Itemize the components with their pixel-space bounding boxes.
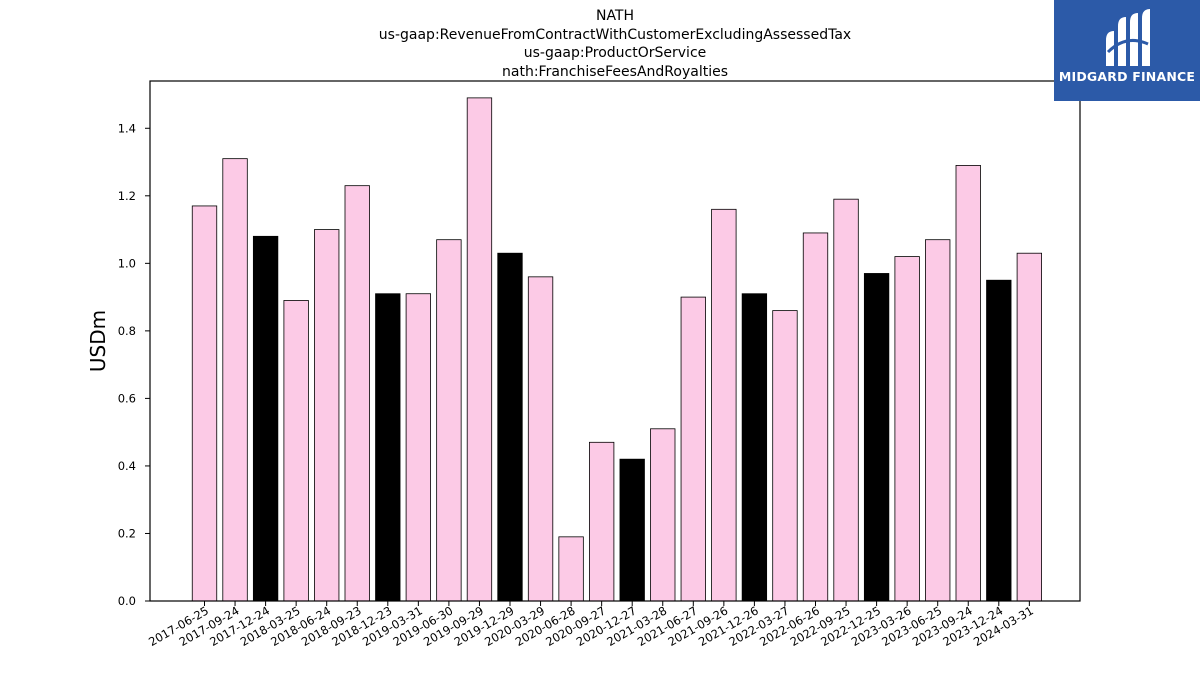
bar-2022-03-27 (772, 310, 798, 602)
chart-title-line-2: us-gaap:RevenueFromContractWithCustomerE… (378, 26, 852, 43)
y-tick-label: 1.0 (118, 256, 136, 270)
bar-2020-03-29 (527, 276, 554, 602)
bar-2020-12-27 (619, 458, 645, 602)
bar-2019-06-30 (436, 239, 462, 602)
bar-2022-06-26 (802, 232, 829, 602)
bar-2022-12-25 (863, 273, 890, 602)
y-tick-label: 0.6 (118, 391, 136, 405)
y-axis-ticks: 0.0 0.2 0.4 0.6 0.8 1.0 1.2 1.4 (118, 121, 150, 608)
bar-2019-03-31 (405, 293, 432, 602)
y-axis-label: USDm (86, 310, 110, 372)
bar-2021-03-28 (650, 428, 676, 602)
bar-2022-09-25 (833, 198, 859, 602)
bars-layer (191, 97, 1042, 602)
bar-2021-12-26 (741, 293, 768, 602)
y-tick-label: 0.4 (118, 459, 136, 473)
y-tick-label: 0.0 (118, 594, 136, 608)
y-tick-label: 0.8 (118, 324, 136, 338)
bar-2021-09-26 (711, 208, 737, 602)
plot-frame (149, 80, 1081, 602)
bar-2023-06-25 (925, 239, 951, 602)
bar-2020-09-27 (589, 441, 615, 602)
bar-2018-03-25 (283, 300, 309, 602)
bar-2018-06-24 (314, 229, 340, 602)
bar-2017-09-24 (222, 158, 248, 602)
bar-2017-12-24 (252, 235, 279, 602)
logo-text: MIDGARD FINANCE (1058, 69, 1196, 84)
x-axis-ticks: 2017-06-252017-09-242017-12-242018-03-25… (146, 601, 1036, 649)
bar-2018-12-23 (375, 293, 401, 602)
chart-title-line-1: NATH (595, 8, 635, 24)
midgard-finance-logo: MIDGARD FINANCE (1054, 0, 1200, 101)
y-tick-label: 1.4 (118, 121, 136, 135)
midgard-logo-icon (1106, 9, 1150, 66)
bar-2020-06-28 (558, 536, 584, 602)
y-tick-label: 0.2 (118, 526, 136, 540)
bar-2021-06-27 (680, 296, 706, 602)
bar-2019-09-29 (466, 97, 493, 602)
bar-2019-12-29 (497, 252, 523, 602)
chart-title-line-4: nath:FranchiseFeesAndRoyalties (502, 63, 728, 80)
chart-title-line-3: us-gaap:ProductOrService (523, 45, 707, 61)
bar-2023-09-24 (955, 165, 981, 602)
y-tick-label: 1.2 (118, 189, 136, 203)
chart-title: NATH us-gaap:RevenueFromContractWithCust… (150, 7, 1080, 81)
bar-2023-03-26 (894, 256, 920, 602)
bar-2023-12-24 (986, 279, 1012, 602)
bar-2024-03-31 (1016, 252, 1042, 602)
bar-2017-06-25 (191, 205, 218, 602)
bar-2018-09-23 (344, 185, 370, 602)
